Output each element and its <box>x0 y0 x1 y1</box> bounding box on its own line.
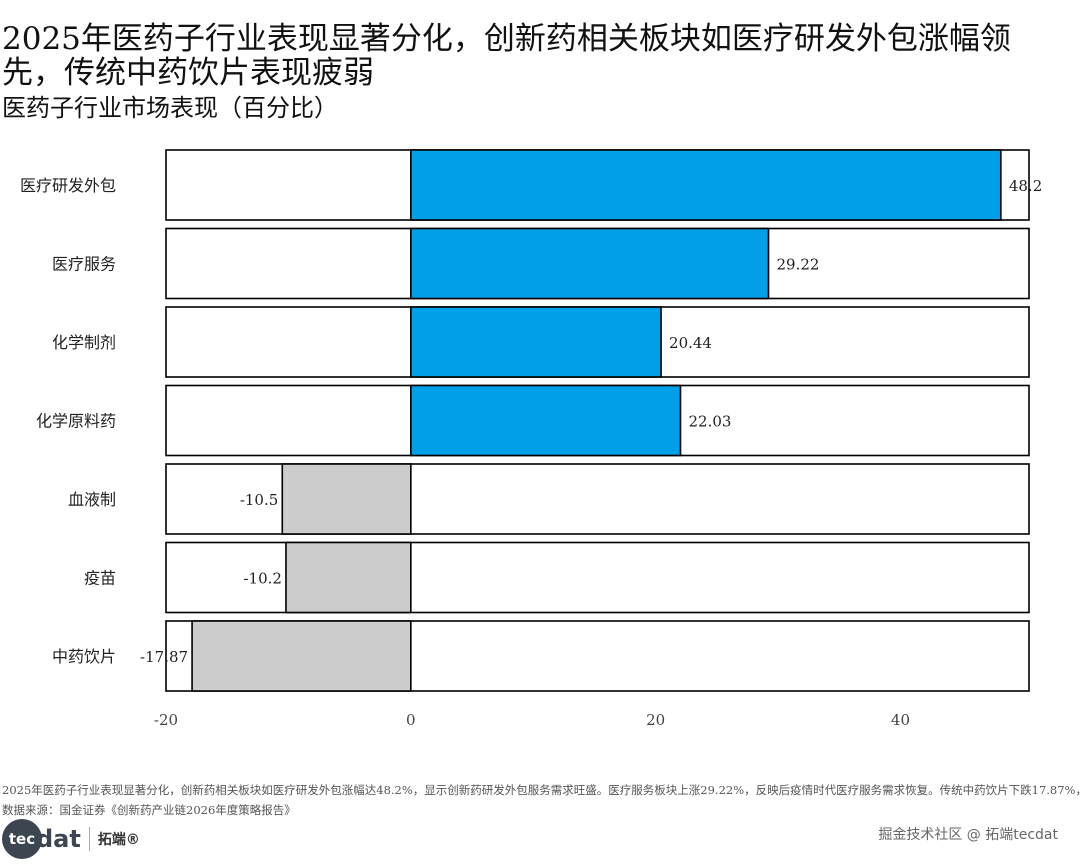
bar-row: 医疗服务 29.22 <box>52 227 1030 300</box>
x-tick-label: -20 <box>154 711 178 729</box>
bar <box>281 463 412 535</box>
bar-row: 医疗研发外包 48.2 <box>20 149 1042 221</box>
category-label: 中药饮片 <box>52 647 116 666</box>
bar <box>410 384 682 457</box>
category-label: 化学制剂 <box>52 333 116 352</box>
bar-row: 化学原料药 22.03 <box>36 384 1030 457</box>
bar-row: 化学制剂 20.44 <box>52 306 1030 378</box>
bar-row: 中药饮片 -17.87 <box>52 620 1030 692</box>
footnote: 2025年医药子行业表现显著分化，创新药相关板块如医疗研发外包涨幅达48.2%，… <box>2 780 1080 820</box>
value-label: 22.03 <box>688 413 731 431</box>
chart-subtitle: 医药子行业市场表现（百分比） <box>2 94 338 122</box>
tecdat-logo: tec dat 拓端® <box>2 818 140 860</box>
bar-chart: 医疗研发外包 48.2 医疗服务 29.22 化学制剂 20.44 化学原料药 22.03 血液… <box>20 149 1042 729</box>
logo-separator <box>88 827 90 851</box>
x-tick-label: 40 <box>891 711 910 729</box>
bar-row: 血液制 -10.5 <box>68 463 1030 535</box>
watermark: 掘金技术社区 @ 拓端tecdat <box>878 827 1058 843</box>
bar <box>191 620 412 692</box>
value-label: 29.22 <box>777 256 820 274</box>
value-label: -10.5 <box>240 491 278 509</box>
logo-chinese-text: 拓端® <box>97 832 140 848</box>
bar <box>410 306 662 378</box>
category-label: 血液制 <box>68 490 116 509</box>
source-text: 数据来源：国金证券《创新药产业链2026年度策略报告》 <box>2 803 296 817</box>
category-label: 化学原料药 <box>36 412 116 431</box>
value-label: 48.2 <box>1009 177 1042 195</box>
chart-title: 2025年医药子行业表现显著分化，创新药相关板块如医疗研发外包涨幅领先，传统中药… <box>2 21 1011 91</box>
value-label: -10.2 <box>243 570 281 588</box>
bar <box>410 149 1002 221</box>
value-label: 20.44 <box>669 334 712 352</box>
footnote-text: 2025年医药子行业表现显著分化，创新药相关板块如医疗研发外包涨幅达48.2%，… <box>2 783 1080 797</box>
bar <box>285 541 412 614</box>
category-label: 医疗服务 <box>52 255 116 274</box>
category-label: 疫苗 <box>84 569 116 588</box>
value-label: -17.87 <box>140 648 188 666</box>
bar <box>410 227 770 300</box>
logo-rest-text: dat <box>36 825 81 853</box>
x-tick-label: 20 <box>646 711 665 729</box>
x-tick-label: 0 <box>406 711 416 729</box>
logo-main-text: tec <box>8 830 36 848</box>
category-label: 医疗研发外包 <box>20 176 116 195</box>
bar-row: 疫苗 -10.2 <box>84 541 1030 614</box>
logo-circle: tec <box>2 819 42 859</box>
